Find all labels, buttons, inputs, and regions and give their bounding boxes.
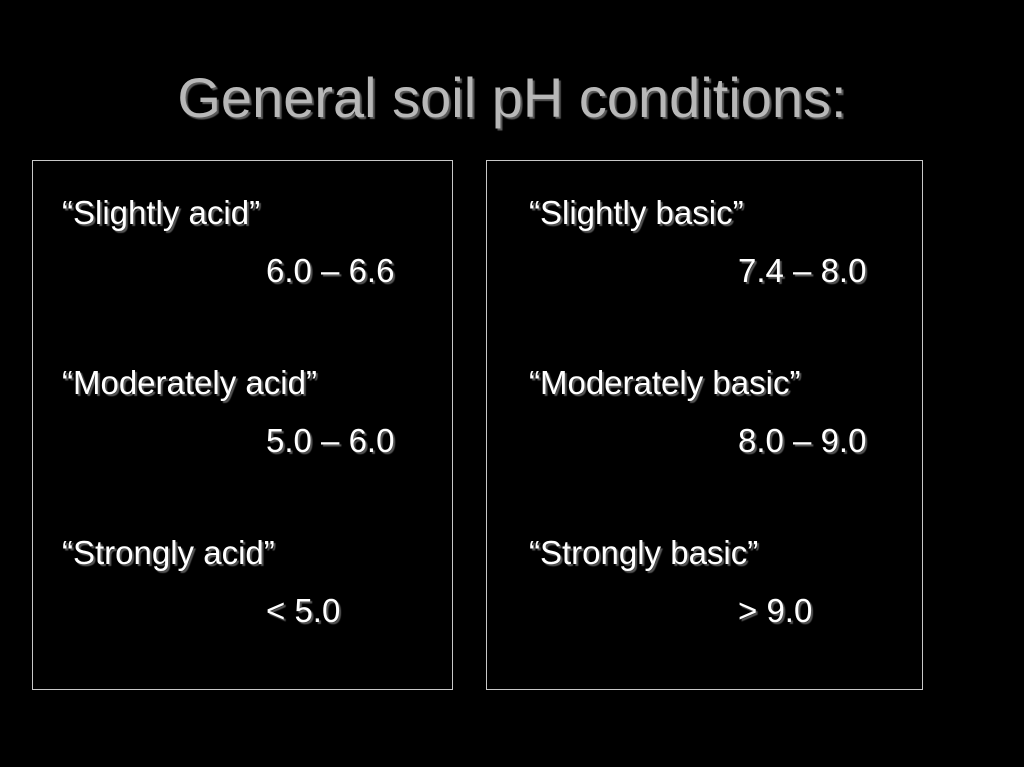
basic-label-strongly: “Strongly basic” [529,534,759,571]
basic-label-moderately: “Moderately basic” [529,364,801,401]
acid-label-strongly: “Strongly acid” [62,534,275,571]
basic-range-moderately: 8.0 – 9.0 [738,422,867,459]
acid-conditions-panel: “Slightly acid” 6.0 – 6.6 “Moderately ac… [32,160,453,690]
basic-conditions-panel: “Slightly basic” 7.4 – 8.0 “Moderately b… [486,160,923,690]
acid-range-strongly: < 5.0 [266,592,341,629]
basic-label-slightly: “Slightly basic” [529,194,744,231]
acid-range-moderately: 5.0 – 6.0 [266,422,395,459]
acid-label-slightly: “Slightly acid” [62,194,261,231]
basic-range-slightly: 7.4 – 8.0 [738,252,867,289]
acid-label-moderately: “Moderately acid” [62,364,317,401]
basic-range-strongly: > 9.0 [738,592,813,629]
slide-title: General soil pH conditions: [177,66,847,129]
acid-range-slightly: 6.0 – 6.6 [266,252,395,289]
